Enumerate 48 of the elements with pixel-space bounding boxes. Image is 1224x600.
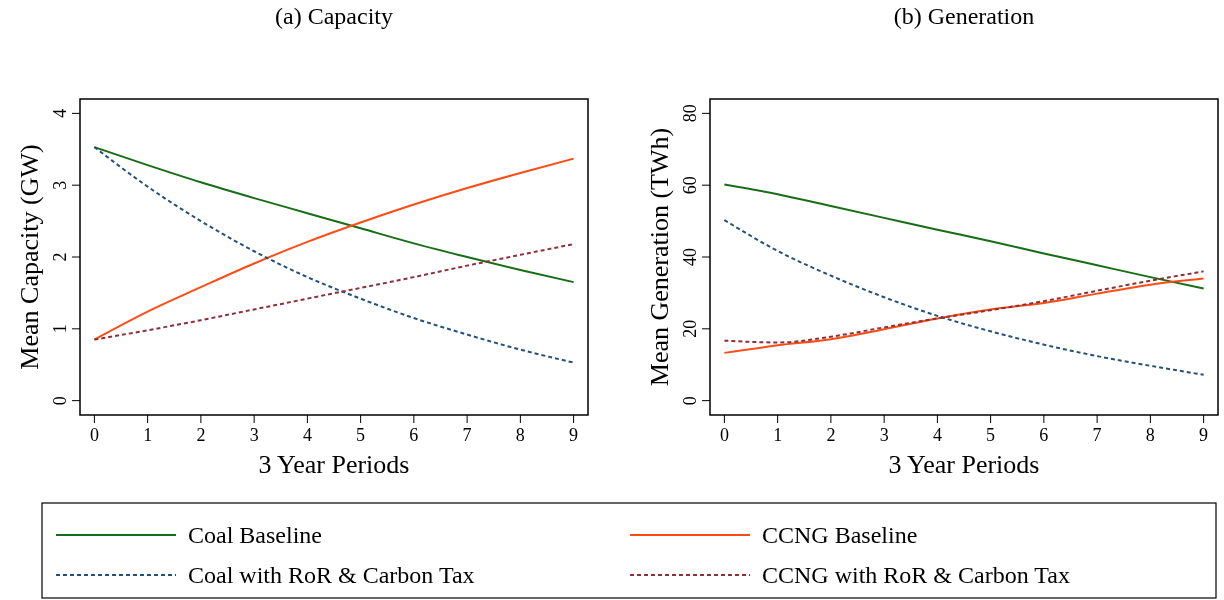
- x-tick-label: 7: [462, 425, 472, 445]
- y-tick-label: 0: [50, 396, 70, 406]
- y-tick-label: 20: [680, 319, 700, 338]
- legend-label: Coal with RoR & Carbon Tax: [188, 562, 475, 588]
- y-tick-label: 60: [680, 176, 700, 195]
- x-tick-label: 7: [1092, 425, 1102, 445]
- x-tick-label: 9: [1199, 425, 1209, 445]
- line-series: [93, 157, 575, 341]
- x-tick-label: 4: [932, 425, 942, 445]
- x-tick-label: 3: [879, 425, 889, 445]
- line-series: [723, 277, 1205, 354]
- x-tick-label: 6: [409, 425, 419, 445]
- x-tick-label: 4: [302, 425, 312, 445]
- line-series: [93, 146, 575, 284]
- x-tick-label: 8: [515, 425, 525, 445]
- chart-title: (b) Generation: [893, 3, 1035, 29]
- x-tick-label: 1: [773, 425, 783, 445]
- y-tick-label: 0: [680, 396, 700, 406]
- x-tick-label: 5: [356, 425, 366, 445]
- y-axis-title: Mean Capacity (GW): [15, 144, 44, 370]
- x-tick-label: 2: [826, 425, 836, 445]
- x-tick-label: 1: [143, 425, 153, 445]
- line-series: [93, 146, 575, 364]
- x-tick-label: 8: [1145, 425, 1155, 445]
- legend-label: Coal Baseline: [188, 522, 322, 548]
- y-tick-label: 80: [680, 104, 700, 123]
- legend-label: CCNG with RoR & Carbon Tax: [762, 562, 1070, 588]
- legend-label: CCNG Baseline: [762, 522, 918, 548]
- y-tick-label: 40: [680, 248, 700, 266]
- y-tick-label: 2: [50, 252, 70, 262]
- y-axis-title: Mean Generation (TWh): [645, 127, 674, 387]
- line-series: [723, 270, 1205, 344]
- x-tick-label: 6: [1039, 425, 1049, 445]
- x-axis-title: 3 Year Periods: [888, 450, 1040, 479]
- x-tick-label: 5: [986, 425, 996, 445]
- line-series: [723, 219, 1205, 376]
- chart-title: (a) Capacity: [275, 3, 393, 29]
- y-tick-label: 3: [50, 180, 70, 190]
- y-tick-label: 1: [50, 324, 70, 334]
- y-tick-label: 4: [50, 108, 70, 118]
- line-series: [93, 243, 575, 341]
- x-tick-label: 0: [719, 425, 729, 445]
- x-tick-label: 3: [249, 425, 259, 445]
- x-axis-title: 3 Year Periods: [258, 450, 410, 479]
- x-tick-label: 0: [89, 425, 99, 445]
- x-tick-label: 9: [569, 425, 579, 445]
- line-series: [723, 183, 1205, 290]
- x-tick-label: 2: [196, 425, 206, 445]
